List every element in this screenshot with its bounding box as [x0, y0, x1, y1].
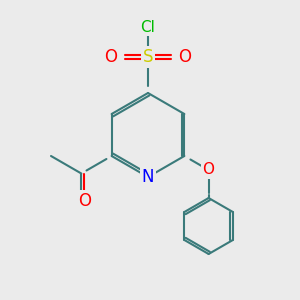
Text: S: S: [143, 48, 153, 66]
Text: O: O: [104, 48, 118, 66]
Text: O: O: [78, 191, 91, 209]
Text: O: O: [202, 163, 214, 178]
Text: N: N: [142, 168, 154, 186]
Text: O: O: [178, 48, 191, 66]
Text: Cl: Cl: [141, 20, 155, 34]
